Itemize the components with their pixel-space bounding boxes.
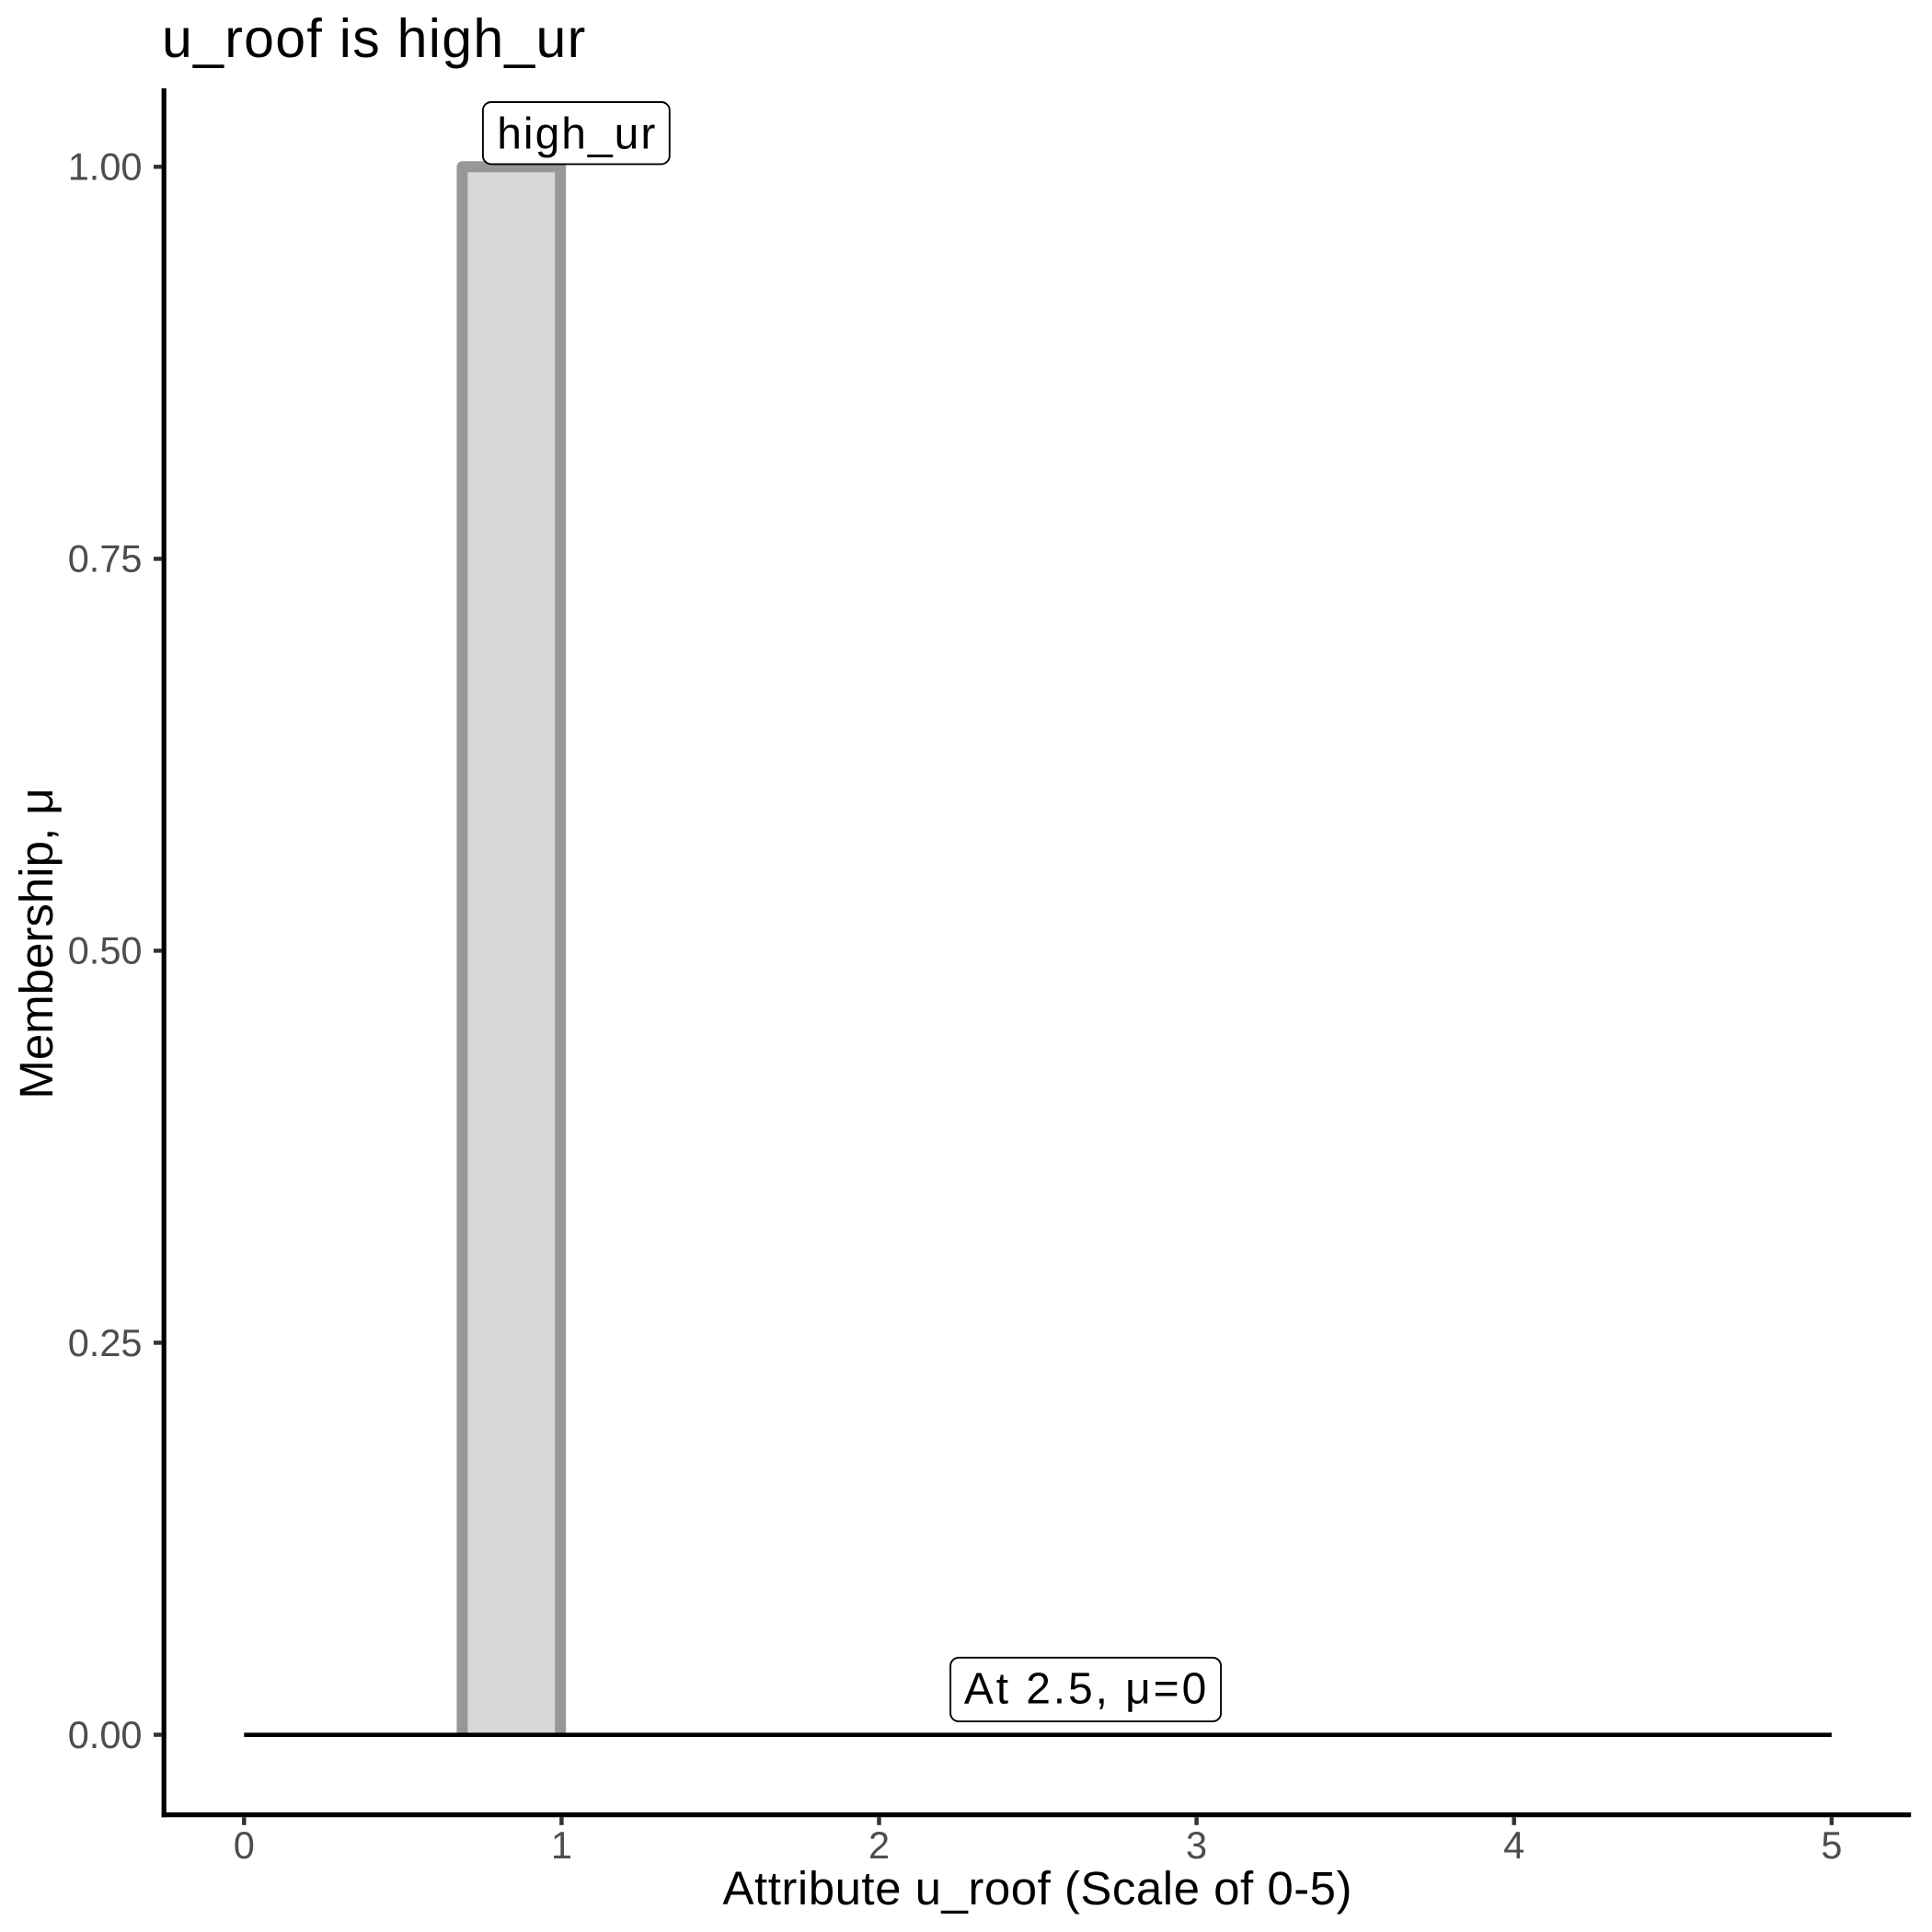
svg-text:4: 4 [1503,1823,1524,1867]
svg-text:1: 1 [551,1823,572,1867]
svg-text:0.50: 0.50 [68,929,143,972]
svg-text:Attribute u_roof (Scale of 0-5: Attribute u_roof (Scale of 0-5) [723,1862,1353,1915]
svg-text:1.00: 1.00 [68,145,143,189]
svg-text:0.00: 0.00 [68,1713,143,1756]
svg-text:0.75: 0.75 [68,537,143,581]
svg-text:3: 3 [1186,1823,1207,1867]
svg-text:5: 5 [1821,1823,1842,1867]
svg-text:0: 0 [234,1823,255,1867]
svg-text:high_ur: high_ur [497,109,657,158]
svg-text:u_roof is high_ur: u_roof is high_ur [162,8,587,69]
svg-text:2: 2 [868,1823,890,1867]
svg-text:Membership, μ: Membership, μ [10,788,63,1098]
svg-text:At 2.5, μ=0: At 2.5, μ=0 [964,1664,1209,1713]
svg-text:0.25: 0.25 [68,1321,143,1364]
